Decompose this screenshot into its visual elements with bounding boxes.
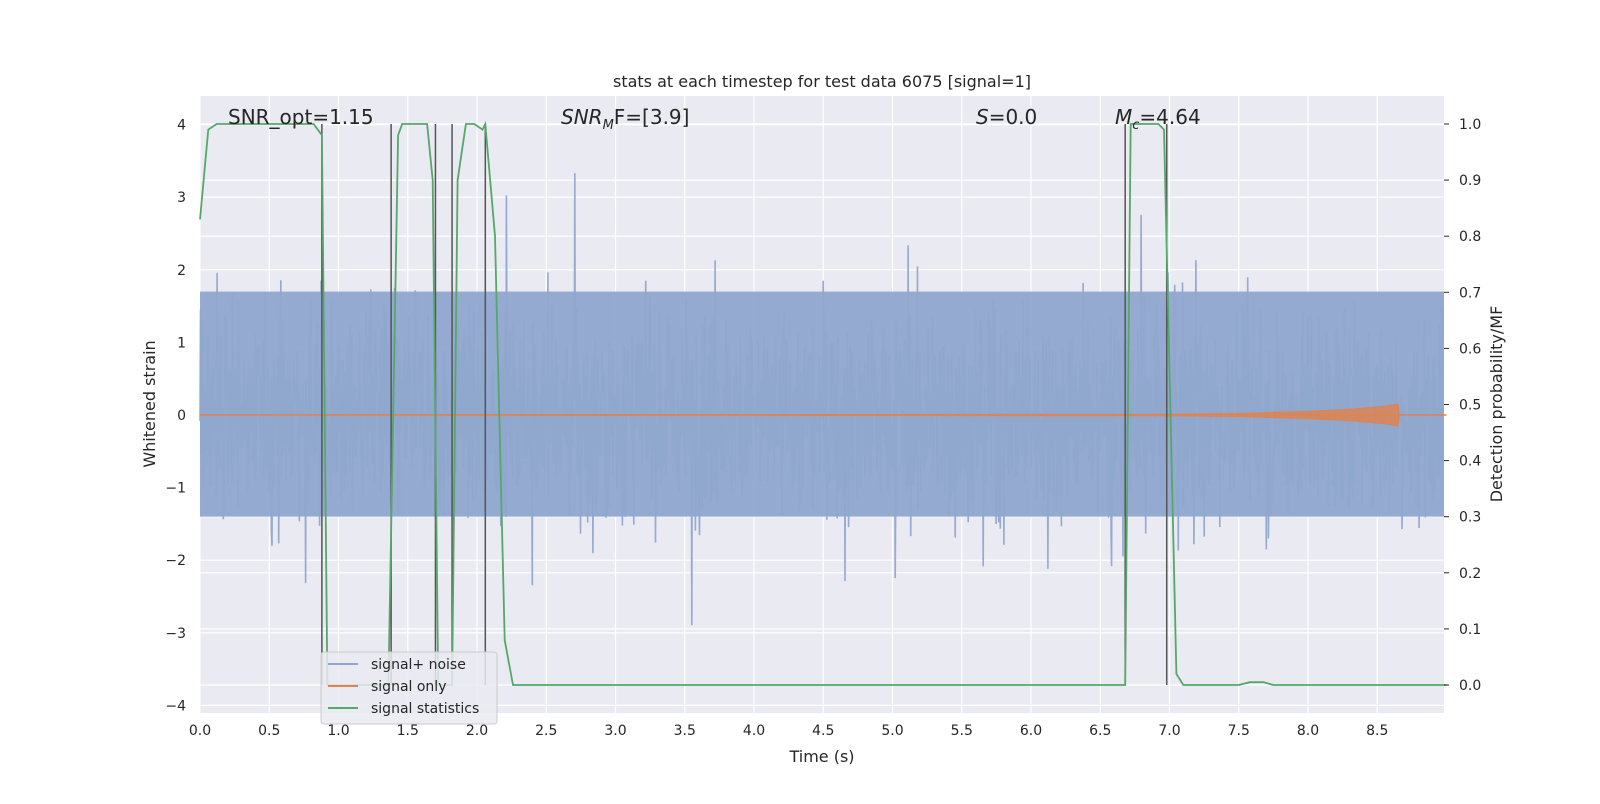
y-tick-label: 0 [177, 408, 186, 424]
x-tick-labels: 0.0 0.5 1.0 1.5 2.0 2.5 3.0 3.5 4.0 4.5 5.0 5.5 6.0 6… [189, 723, 1389, 739]
x-axis-label: Time (s) [788, 747, 854, 766]
signal-noise-line [199, 173, 1444, 626]
y2-tick-label: 0.7 [1459, 285, 1481, 301]
y-axis-label: Whitened strain [140, 340, 159, 467]
legend-box [320, 651, 498, 725]
y2-tick-label: 0.9 [1459, 173, 1481, 189]
y2-tick-labels: 1.0 0.9 0.8 0.7 0.6 0.5 0.4 0.3 0.2 0.1 0.0 [1444, 117, 1481, 694]
signal-only-series [199, 403, 1447, 427]
x-tick-label: 4.0 [743, 723, 765, 739]
x-tick-label: 0.5 [258, 723, 280, 739]
y2-tick-label: 0.0 [1459, 678, 1481, 694]
x-tick-label: 1.5 [397, 723, 419, 739]
x-tick-label: 4.5 [812, 723, 834, 739]
x-tick-label: 8.0 [1297, 723, 1319, 739]
x-tick-label: 2.0 [466, 723, 488, 739]
y2-tick-label: 0.4 [1459, 454, 1481, 470]
s-annotation: S=0.0 [976, 105, 1037, 129]
x-tick-label: 2.5 [535, 723, 557, 739]
mc-subscript: c [1132, 118, 1139, 133]
snr-mf-value: F=[3.9] [614, 105, 690, 129]
y2-tick-label: 0.5 [1459, 398, 1481, 414]
y-tick-label: 3 [177, 190, 186, 206]
snr-mf-subscript: M [603, 118, 614, 133]
s-symbol: S [976, 105, 989, 129]
y-tick-labels: 4 3 2 1 0 −1 −2 −3 −4 [165, 118, 186, 715]
y2-tick-label: 0.6 [1459, 341, 1481, 357]
x-tick-label: 1.0 [327, 723, 349, 739]
y2-tick-label: 0.2 [1459, 566, 1481, 582]
mc-annotation: Mc=4.64 [1115, 105, 1201, 133]
x-tick-label: 5.0 [881, 723, 903, 739]
x-tick-label: 6.5 [1089, 723, 1111, 739]
x-tick-label: 7.0 [1158, 723, 1180, 739]
mc-symbol: M [1115, 105, 1132, 129]
x-tick-label: 5.5 [951, 723, 973, 739]
mc-value: =4.64 [1139, 105, 1200, 129]
snr-opt-annotation: SNR_opt=1.15 [228, 105, 374, 129]
legend-label-signal-only: signal only [371, 679, 446, 695]
y2-axis-label: Detection probability/MF [1487, 306, 1506, 503]
y2-tick-label: 1.0 [1459, 117, 1481, 133]
legend-label-signal-statistics: signal statistics [371, 701, 479, 717]
snr-mf-annotation: SNRMF=[3.9] [561, 105, 689, 133]
y-tick-label: −2 [165, 553, 186, 569]
x-tick-label: 3.0 [604, 723, 626, 739]
chart-title: stats at each timestep for test data 607… [613, 72, 1031, 91]
legend: signal+ noise signal only signal statist… [320, 651, 498, 725]
x-tick-label: 6.0 [1020, 723, 1042, 739]
legend-label-signal-noise: signal+ noise [371, 657, 466, 673]
x-tick-label: 8.5 [1366, 723, 1388, 739]
y-tick-label: 1 [177, 335, 186, 351]
y2-tick-label: 0.1 [1459, 622, 1481, 638]
y-tick-label: 2 [177, 263, 186, 279]
y2-tick-label: 0.8 [1459, 229, 1481, 245]
x-tick-label: 3.5 [674, 723, 696, 739]
y2-tick-label: 0.3 [1459, 510, 1481, 526]
x-tick-label: 7.5 [1228, 723, 1250, 739]
y-tick-label: −1 [165, 481, 186, 497]
snr-mf-symbol: SNR [561, 105, 603, 129]
y-tick-label: −3 [165, 626, 186, 642]
y-tick-label: 4 [177, 118, 186, 134]
signal-only-chirp [199, 403, 1400, 427]
s-value: =0.0 [989, 105, 1038, 129]
x-tick-label: 0.0 [189, 723, 211, 739]
signal-noise-series [199, 173, 1444, 626]
y-tick-label: −4 [165, 698, 186, 714]
